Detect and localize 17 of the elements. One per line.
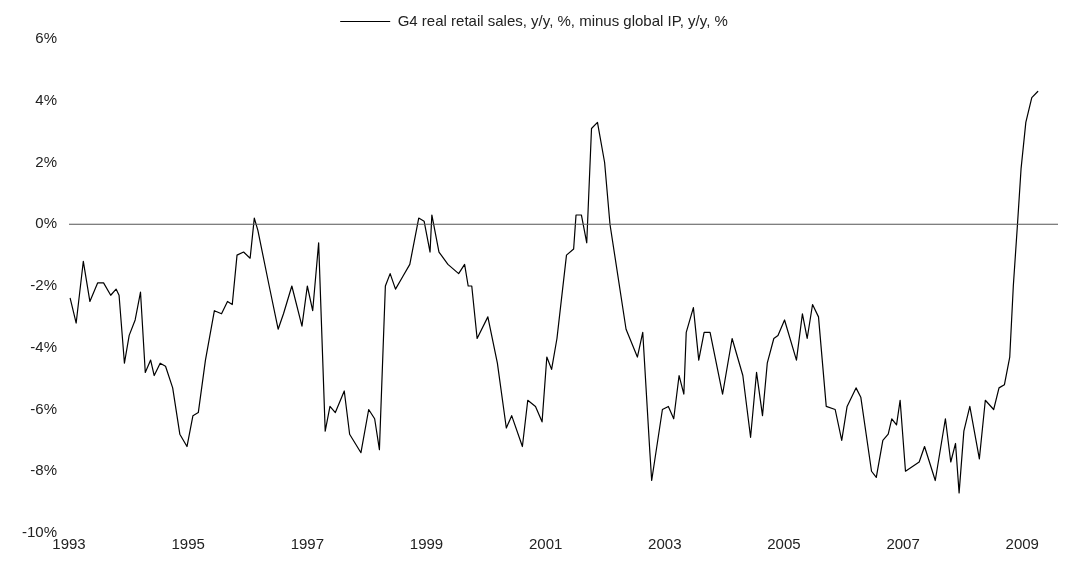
y-tick-label: 0% (35, 214, 58, 232)
x-tick-label: 2005 (767, 535, 801, 553)
x-tick-label: 2009 (1005, 535, 1039, 553)
x-tick-label: 2003 (648, 535, 682, 553)
x-tick-label: 2007 (886, 535, 920, 553)
x-tick-label: 2001 (528, 535, 563, 553)
legend-label: G4 real retail sales, y/y, %, minus global IP, y/y, % (397, 11, 728, 29)
x-tick-label: 1999 (409, 535, 444, 553)
y-tick-label: -2% (30, 276, 58, 294)
x-tick-label: 1995 (171, 535, 205, 553)
y-tick-label: -4% (30, 337, 58, 355)
y-tick-label: 6% (35, 29, 58, 47)
y-tick-label: -6% (30, 399, 58, 417)
y-tick-label: 2% (35, 152, 58, 170)
y-tick-label: -8% (30, 461, 58, 479)
y-tick-label: 4% (35, 90, 58, 108)
x-tick-label: 1997 (290, 535, 325, 553)
